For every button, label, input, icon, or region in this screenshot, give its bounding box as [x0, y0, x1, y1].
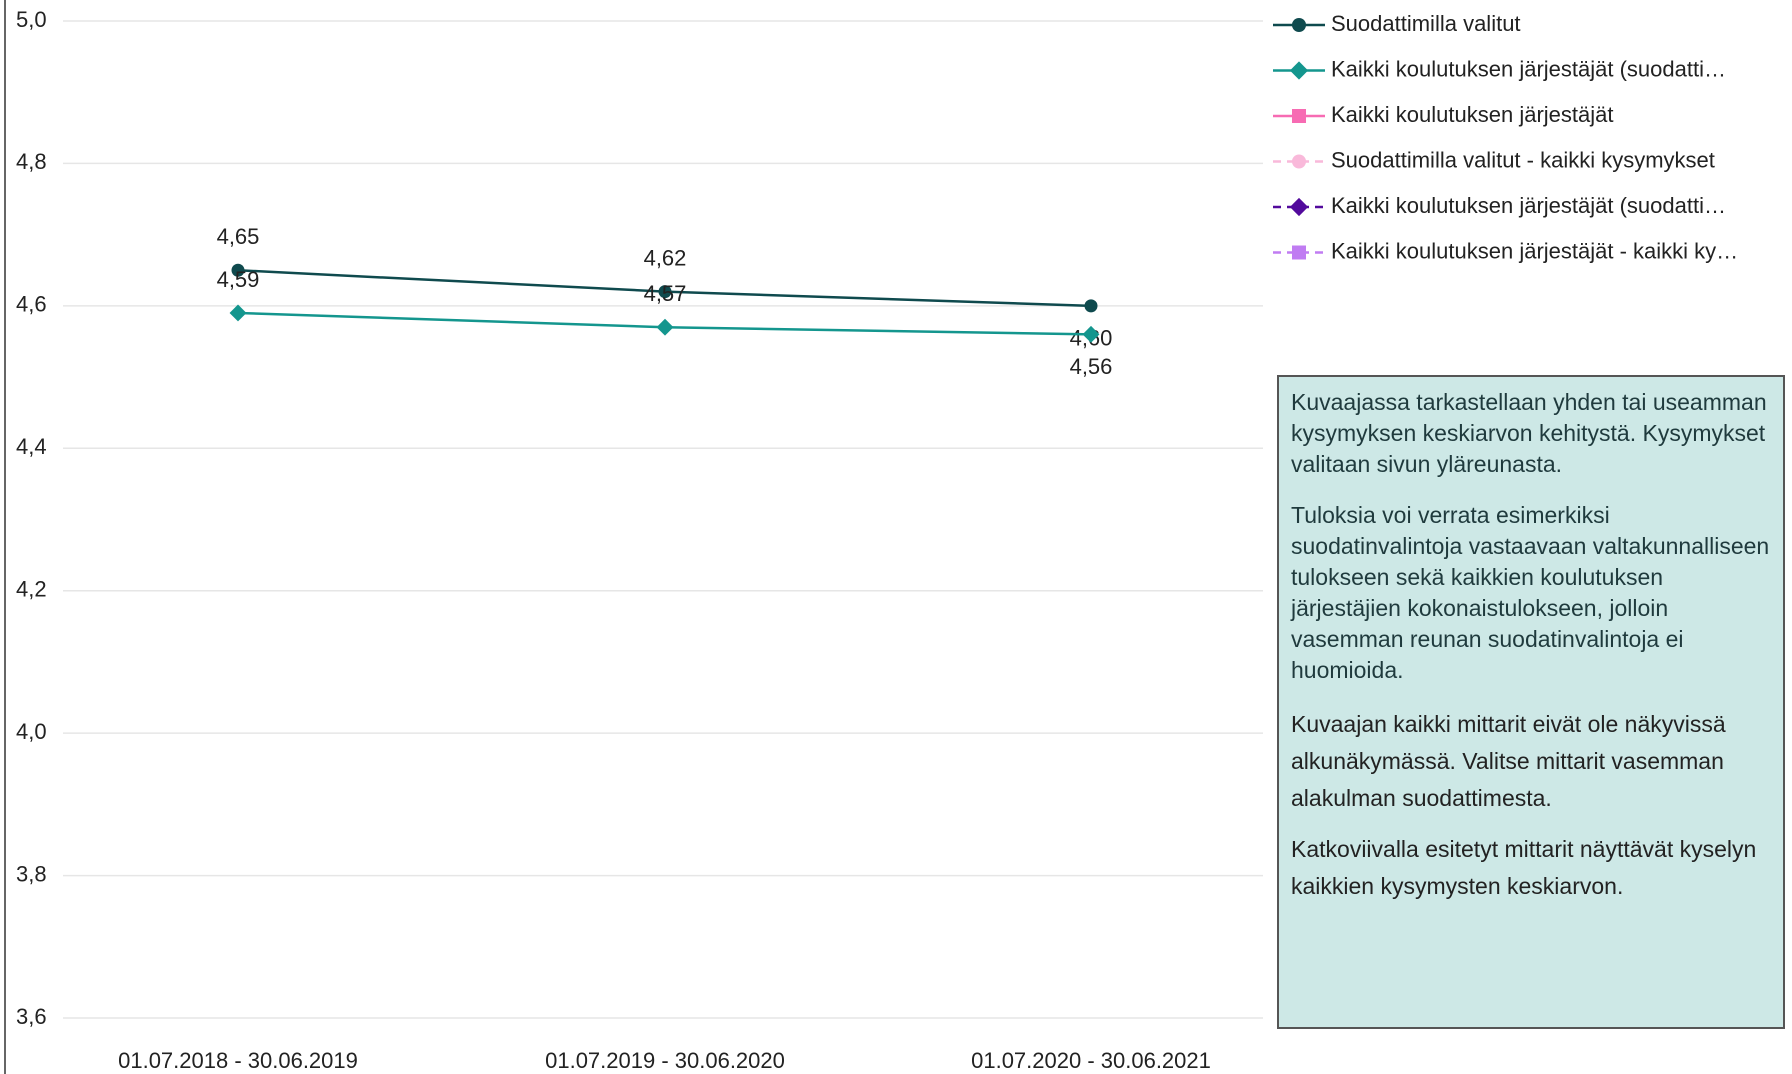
- legend-label: Kaikki koulutuksen järjestäjät (suodatti…: [1331, 193, 1726, 218]
- marker: [656, 318, 674, 336]
- y-tick-label: 5,0: [16, 7, 47, 32]
- info-paragraph: Kuvaajassa tarkastellaan yhden tai useam…: [1291, 389, 1767, 477]
- data-label: 4,56: [1070, 354, 1113, 379]
- y-tick-label: 4,0: [16, 719, 47, 744]
- marker: [658, 285, 672, 299]
- y-tick-label: 4,2: [16, 577, 47, 602]
- legend-marker: [1292, 18, 1306, 32]
- marker: [229, 304, 247, 322]
- legend-label: Kaikki koulutuksen järjestäjät (suodatti…: [1331, 56, 1726, 81]
- y-tick-label: 4,8: [16, 149, 47, 174]
- marker: [1084, 299, 1098, 313]
- legend-label: Suodattimilla valitut: [1331, 11, 1521, 36]
- x-tick-label: 01.07.2020 - 30.06.2021: [971, 1048, 1211, 1073]
- x-tick-label: 01.07.2019 - 30.06.2020: [545, 1048, 785, 1073]
- info-paragraph: Katkoviivalla esitetyt mittarit näyttävä…: [1291, 836, 1757, 899]
- y-tick-label: 3,8: [16, 861, 47, 886]
- legend-marker: [1292, 154, 1306, 169]
- legend-marker: [1289, 61, 1309, 80]
- y-tick-label: 4,6: [16, 292, 47, 317]
- y-tick-label: 3,6: [16, 1004, 47, 1029]
- info-paragraph: Kuvaajan kaikki mittarit eivät ole näkyv…: [1291, 711, 1726, 811]
- info-paragraph: Tuloksia voi verrata esimerkiksi suodati…: [1291, 502, 1770, 683]
- legend-marker: [1292, 109, 1306, 123]
- x-tick-label: 01.07.2018 - 30.06.2019: [118, 1048, 358, 1073]
- info-box: Kuvaajassa tarkastellaan yhden tai useam…: [1277, 375, 1785, 1029]
- data-label: 4,62: [644, 245, 687, 270]
- legend-label: Kaikki koulutuksen järjestäjät - kaikki …: [1331, 238, 1738, 263]
- data-label: 4,59: [217, 267, 260, 292]
- legend-marker: [1289, 197, 1309, 217]
- data-label: 4,65: [217, 224, 260, 249]
- data-label: 4,57: [644, 281, 687, 306]
- marker: [1082, 325, 1100, 343]
- legend-label: Suodattimilla valitut - kaikki kysymykse…: [1331, 147, 1715, 172]
- legend-marker: [1292, 245, 1306, 260]
- y-tick-label: 4,4: [16, 434, 47, 459]
- legend-label: Kaikki koulutuksen järjestäjät: [1331, 102, 1613, 127]
- marker: [231, 263, 245, 277]
